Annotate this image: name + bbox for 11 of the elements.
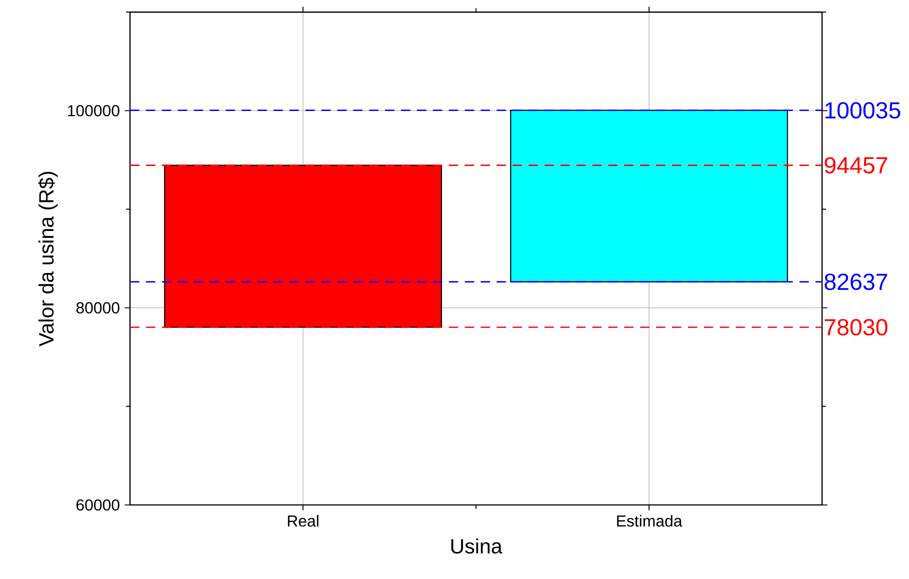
x-tick-label: Estimada [617,514,682,527]
ref-line-label: 100035 [825,102,900,119]
x-tick-label: Real [288,514,318,527]
y-axis-title: Valor da usina (R$) [38,172,58,346]
y-tick-label: 80000 [76,302,120,314]
ref-line-label: 94457 [824,157,888,174]
ref-line-label: 82637 [824,274,888,290]
x-axis-title: Usina [451,538,502,554]
y-tick-label: 100000 [68,105,120,116]
y-tick-label: 60000 [76,499,120,511]
ref-line-label: 78030 [824,318,888,336]
